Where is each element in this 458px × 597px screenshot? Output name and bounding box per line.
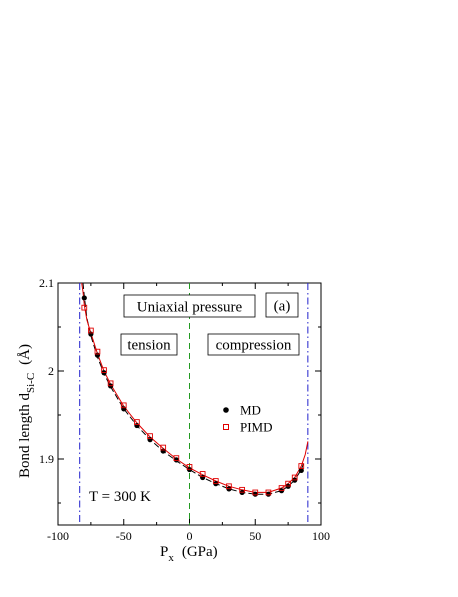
compression-label: compression xyxy=(216,338,292,354)
pimd-point xyxy=(285,480,291,487)
y-tick-label: 1.9 xyxy=(39,452,54,466)
pimd-point xyxy=(298,463,305,469)
temperature-label: T = 300 K xyxy=(89,489,151,505)
pimd-point xyxy=(226,483,232,490)
compression-label-frame xyxy=(207,333,300,356)
tension-label-frame xyxy=(120,333,178,356)
pimd-point xyxy=(252,489,259,496)
md-point xyxy=(134,422,140,429)
pimd-point xyxy=(94,348,101,355)
x-tick-label: 100 xyxy=(312,529,330,543)
md-point xyxy=(252,491,258,497)
pimd-point xyxy=(199,471,206,477)
x-tick-label: -50 xyxy=(116,529,132,543)
title-box-frame xyxy=(123,294,256,318)
y-axis-title-unit: (Å) xyxy=(17,344,33,365)
pimd-point xyxy=(101,367,107,373)
md-point xyxy=(160,448,166,454)
md-point xyxy=(88,331,94,337)
data-marks xyxy=(81,295,305,497)
legend-md-marker xyxy=(223,407,229,413)
y-axis-title-main: Bond length d xyxy=(17,393,33,478)
pimd-point xyxy=(147,433,153,439)
md-point xyxy=(173,457,179,463)
pimd-point xyxy=(81,304,88,311)
panel-label-frame xyxy=(265,292,299,318)
title-box-text: Uniaxial pressure xyxy=(137,300,243,316)
tension-label: tension xyxy=(127,338,171,354)
y-axis-title-sub: Si-C xyxy=(25,373,37,393)
y-tick-label: 2.1 xyxy=(39,276,54,290)
legend-pimd-marker xyxy=(223,424,229,430)
x-axis-title-unit: (GPa) xyxy=(182,544,218,560)
pimd-point xyxy=(278,485,285,491)
x-tick-label: 50 xyxy=(249,529,261,543)
legend-pimd-label: PIMD xyxy=(240,420,273,435)
pimd-point xyxy=(160,444,167,451)
md-point xyxy=(200,474,206,481)
legend-md-label: MD xyxy=(240,403,261,418)
md-point xyxy=(94,352,101,358)
y-axis-title: Bond length dSi-C (Å) xyxy=(17,344,37,478)
x-axis-title-main: P xyxy=(160,544,168,560)
pimd-point xyxy=(107,380,114,387)
x-tick-label: 0 xyxy=(187,529,193,543)
x-tick-label: -100 xyxy=(47,529,69,543)
panel-label: (a) xyxy=(274,299,291,315)
pimd-point xyxy=(88,327,94,334)
reference-lines xyxy=(79,283,309,525)
md-fit-line xyxy=(82,283,305,495)
legend: MD PIMD xyxy=(223,403,273,435)
md-point xyxy=(298,467,304,474)
md-point xyxy=(147,437,153,443)
pimd-point xyxy=(291,474,298,481)
md-point xyxy=(265,491,271,497)
pimd-point xyxy=(239,486,245,493)
md-point xyxy=(121,406,127,412)
pimd-point xyxy=(120,402,127,409)
x-axis-title: Px (GPa) xyxy=(160,544,218,564)
md-point xyxy=(81,295,87,301)
x-axis-title-sub: x xyxy=(168,552,174,564)
pimd-point xyxy=(173,455,180,461)
pimd-point xyxy=(134,419,140,425)
pimd-point xyxy=(186,464,193,470)
pimd-point xyxy=(265,489,272,496)
y-tick-label: 2 xyxy=(48,364,54,378)
axis-ticks: -100 -50 0 50 100 1.9 2 2.1 xyxy=(39,276,330,543)
pimd-point xyxy=(212,478,219,484)
